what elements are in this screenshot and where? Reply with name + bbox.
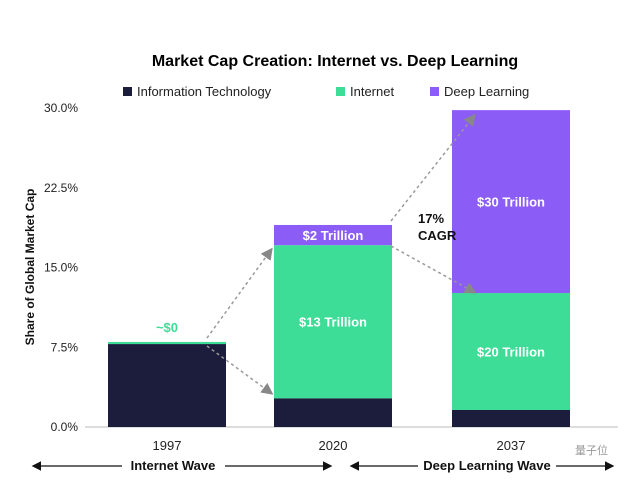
y-tick-label: 7.5%: [51, 340, 79, 354]
segment-label: $2 Trillion: [303, 228, 364, 243]
deep-learning-wave-label: Deep Learning Wave: [423, 458, 550, 473]
y-axis-label: Share of Global Market Cap: [23, 189, 37, 346]
arrow-2020-to-2037-deep: [390, 113, 476, 222]
arrow-2020-to-2037-internet: [390, 245, 477, 294]
bar-2020-deep-learning: [274, 224, 392, 246]
x-tick-labels: 1997 2020 2037: [153, 438, 526, 453]
bar-2037-deep-learning: [452, 110, 570, 294]
arrow-1997-to-2020-deep: [206, 247, 273, 339]
legend-label-2: Deep Learning: [444, 84, 529, 99]
bar-2037-internet: [452, 293, 570, 410]
y-tick-label: 22.5%: [44, 181, 78, 195]
y-tick-label: 30.0%: [44, 101, 78, 115]
x-tick-label: 2020: [319, 438, 348, 453]
internet-wave-label: Internet Wave: [131, 458, 216, 473]
bar-2020-internet: [274, 245, 392, 399]
segment-label: ~$0: [156, 320, 178, 335]
segment-labels: ~$0 $13 Trillion $2 Trillion $20 Trillion $3…: [156, 195, 545, 360]
growth-arrows: [206, 113, 477, 395]
chart-title: Market Cap Creation: Internet vs. Deep L…: [152, 53, 518, 70]
legend-label-0: Information Technology: [137, 84, 272, 99]
bar-2037-information-technology: [452, 409, 570, 427]
bars: [108, 110, 570, 427]
segment-label: $13 Trillion: [299, 315, 367, 330]
cagr-label: CAGR: [418, 228, 457, 243]
segment-label: $30 Trillion: [477, 195, 545, 210]
x-tick-label: 1997: [153, 438, 182, 453]
watermark: 量子位: [575, 443, 608, 457]
wave-bars: Internet Wave Deep Learning Wave: [31, 458, 615, 473]
x-tick-label: 2037: [497, 438, 526, 453]
y-tick-label: 0.0%: [51, 420, 79, 434]
bar-2020-information-technology: [274, 398, 392, 427]
arrow-1997-to-2020-it: [206, 345, 274, 395]
legend-swatch-1: [336, 87, 345, 96]
y-tick-label: 15.0%: [44, 261, 78, 275]
y-ticks: 0.0% 7.5% 15.0% 22.5% 30.0%: [44, 101, 78, 434]
cagr-percent: 17%: [418, 211, 444, 226]
bar-1997-internet: [108, 341, 226, 345]
legend-swatch-0: [123, 87, 132, 96]
bar-1997-information-technology: [108, 344, 226, 427]
legend-swatch-2: [430, 87, 439, 96]
legend-label-1: Internet: [350, 84, 394, 99]
segment-label: $20 Trillion: [477, 345, 545, 360]
legend: Information Technology Internet Deep Learn…: [123, 84, 529, 99]
